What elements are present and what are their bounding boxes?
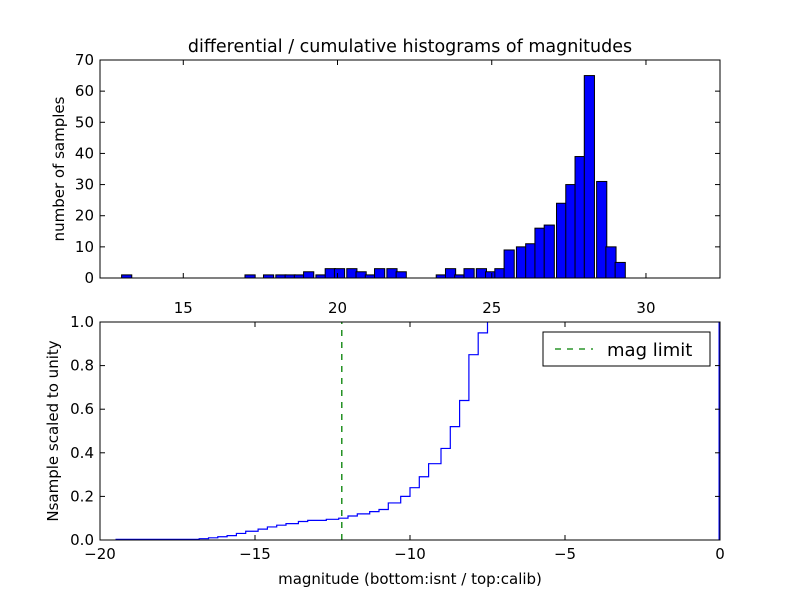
histogram-bar	[444, 268, 457, 279]
bottom-y-axis-label: Nsample scaled to unity	[44, 340, 62, 521]
histogram-bar	[475, 268, 487, 279]
histogram-bar	[503, 249, 515, 279]
histogram-bar	[614, 261, 626, 279]
top-x-tick-label: 30	[636, 299, 655, 317]
bottom-y-tick-label: 0.8	[70, 357, 94, 375]
histogram-bar	[395, 271, 407, 279]
bottom-y-tick-label: 0.0	[70, 531, 94, 549]
histogram-bar	[565, 184, 577, 279]
histogram-bar	[324, 268, 336, 279]
top-plot-frame	[99, 59, 721, 279]
top-y-tick-label: 40	[75, 144, 94, 162]
legend: mag limit	[542, 331, 711, 367]
histogram-bar	[574, 156, 586, 279]
bottom-x-tick-label: −20	[84, 545, 116, 563]
bottom-y-tick-label: 0.4	[70, 444, 94, 462]
bottom-x-tick-label: 0	[715, 545, 725, 563]
histogram-bar	[463, 268, 475, 279]
bottom-y-tick-label: 1.0	[70, 313, 94, 331]
top-y-tick-label: 30	[75, 176, 94, 194]
top-y-tick-label: 70	[75, 51, 94, 69]
bottom-x-tick-label: −15	[239, 545, 271, 563]
top-y-tick-label: 50	[75, 113, 94, 131]
histogram-bar	[374, 268, 386, 279]
histogram-bar	[534, 227, 546, 279]
top-y-tick-label: 10	[75, 238, 94, 256]
cumulative-step-line	[115, 322, 489, 540]
top-y-tick-label: 60	[75, 82, 94, 100]
top-y-tick-label: 0	[84, 269, 94, 287]
bottom-x-tick-label: −10	[394, 545, 426, 563]
top-y-ticks: 0 10 20 30 40 50 60 70	[75, 51, 720, 287]
histogram-bar	[525, 243, 537, 279]
top-y-axis-label: number of samples	[50, 96, 68, 241]
top-x-tick-label: 15	[174, 299, 193, 317]
top-y-tick-label: 20	[75, 207, 94, 225]
top-x-tick-label: 25	[482, 299, 501, 317]
histogram-bar	[485, 271, 497, 279]
histogram-bar	[556, 202, 568, 279]
legend-mag-limit-label: mag limit	[607, 340, 692, 361]
bottom-cumulative-lines	[115, 322, 720, 540]
histogram-bar	[605, 246, 617, 279]
histogram-bar	[596, 180, 608, 279]
histogram-bar	[543, 224, 555, 279]
top-x-ticks: 15 20 25 30	[174, 60, 656, 317]
top-histogram-panel: differential / cumulative histograms of …	[50, 37, 721, 317]
top-x-tick-label: 20	[328, 299, 347, 317]
histogram-bar	[303, 271, 315, 279]
histogram-bar	[515, 246, 528, 279]
histogram-bar	[355, 271, 367, 279]
bottom-y-tick-label: 0.6	[70, 400, 94, 418]
bottom-cumulative-panel: 0.0 0.2 0.4 0.6 0.8 1.0 −20 −15 −10 −5 0 magnitud…	[44, 313, 725, 588]
bottom-y-ticks: 0.0 0.2 0.4 0.6 0.8 1.0	[70, 313, 720, 549]
histogram-bar	[346, 268, 358, 279]
bottom-x-axis-label: magnitude (bottom:isnt / top:calib)	[278, 570, 542, 588]
histogram-bar	[494, 268, 506, 279]
top-histogram-bars	[121, 75, 626, 279]
top-chart-title: differential / cumulative histograms of …	[188, 37, 632, 57]
bottom-x-tick-label: −5	[554, 545, 576, 563]
histogram-bar	[583, 75, 595, 279]
histogram-bar	[386, 268, 398, 279]
histogram-bar	[333, 268, 346, 279]
bottom-y-tick-label: 0.2	[70, 487, 94, 505]
bottom-x-ticks: −20 −15 −10 −5 0	[84, 322, 725, 563]
